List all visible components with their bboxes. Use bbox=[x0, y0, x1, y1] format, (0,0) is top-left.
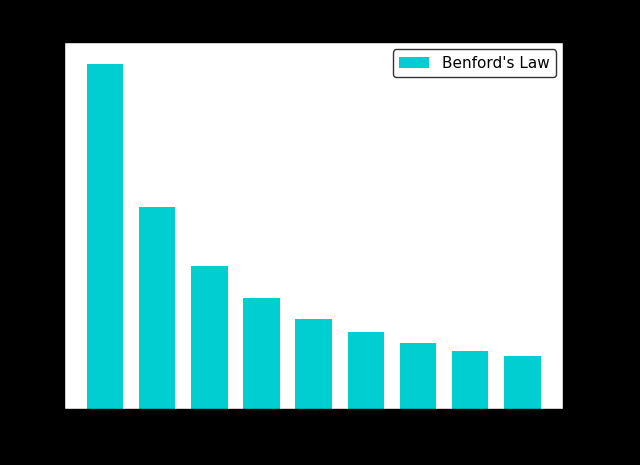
Bar bbox=[243, 298, 280, 409]
Bar bbox=[139, 207, 175, 409]
Bar bbox=[452, 351, 488, 409]
Bar bbox=[191, 266, 228, 409]
X-axis label: First Digit: First Digit bbox=[274, 439, 353, 458]
Title: Distribution of First Digits According to Benford's Law: Distribution of First Digits According t… bbox=[35, 15, 592, 35]
Legend: Benford's Law: Benford's Law bbox=[393, 49, 556, 77]
Bar bbox=[504, 356, 541, 409]
Bar bbox=[348, 332, 384, 409]
Bar bbox=[86, 64, 124, 409]
Bar bbox=[399, 343, 436, 409]
Y-axis label: Probability: Probability bbox=[0, 182, 15, 269]
Bar bbox=[295, 319, 332, 409]
